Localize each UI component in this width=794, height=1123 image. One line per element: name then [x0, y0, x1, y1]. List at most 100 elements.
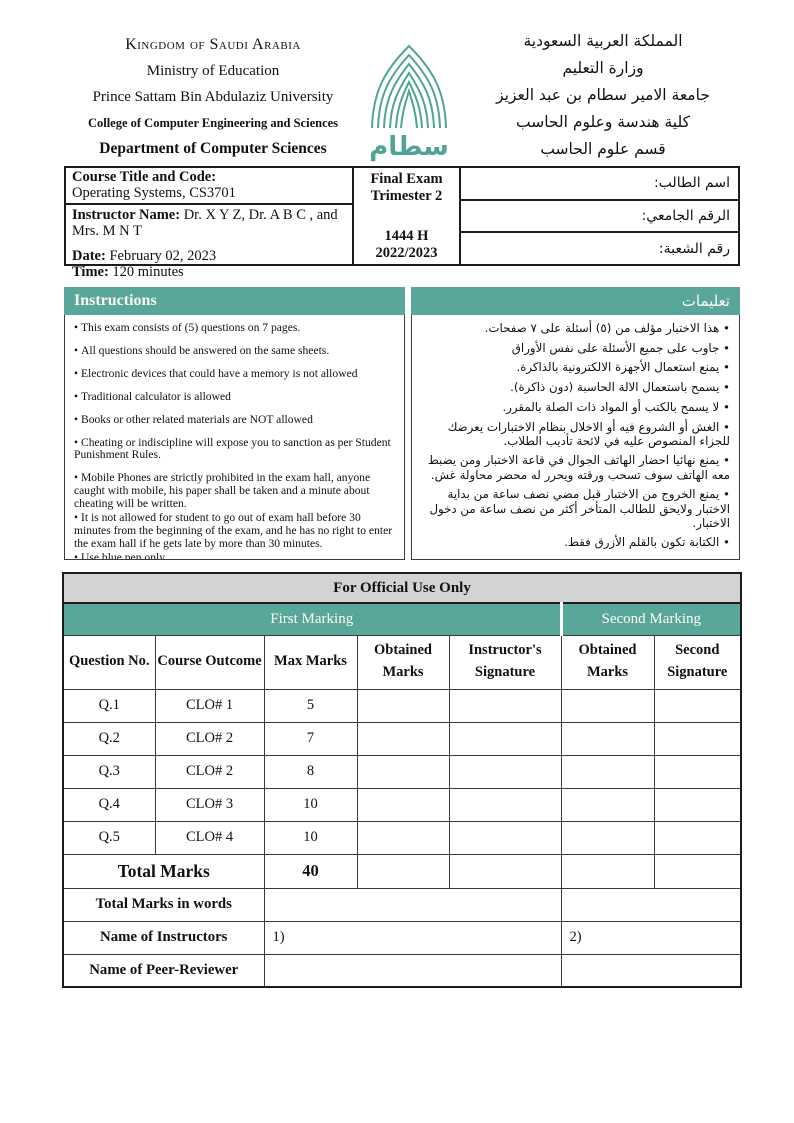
- date-value: February 02, 2023: [105, 248, 217, 264]
- second-obtained-marks-cell[interactable]: [560, 754, 655, 789]
- exam-trimester: Trimester 2: [370, 188, 443, 204]
- instructor-signature-cell[interactable]: [448, 820, 562, 855]
- instructions-list-ar: هذا الاختبار مؤلف من (٥) أسئلة على ٧ صفح…: [421, 321, 730, 550]
- college-line-ar: كلية هندسة وعلوم الحاسب: [516, 113, 690, 131]
- total-words-label: Total Marks in words: [62, 887, 265, 922]
- instruction-item-en: Use blue pen only: [74, 551, 395, 559]
- college-line-en: College of Computer Engineering and Scie…: [87, 116, 339, 130]
- total-marks-label: Total Marks: [62, 853, 265, 889]
- peer-reviewer-second-cell[interactable]: [560, 953, 742, 988]
- col-header-obtained2: Obtained Marks: [560, 634, 655, 690]
- max-marks: 10: [263, 787, 358, 822]
- official-use-table: For Official Use Only First Marking Seco…: [62, 572, 743, 988]
- instructor-signature-cell[interactable]: [448, 754, 562, 789]
- course-title-label: Course Title and Code:: [72, 169, 217, 185]
- official-title-row: For Official Use Only: [62, 572, 742, 604]
- question-no: Q.5: [62, 820, 156, 855]
- obtained-marks-cell[interactable]: [356, 721, 450, 756]
- instructor-signature-cell[interactable]: [448, 787, 562, 822]
- instructor-signature-cell[interactable]: [448, 688, 562, 723]
- course-title-cell: Course Title and Code: Operating Systems…: [66, 168, 352, 205]
- ministry-line-en: Ministry of Education: [146, 63, 280, 79]
- ministry-line-ar: وزارة التعليم: [562, 59, 644, 77]
- obtained-marks-cell[interactable]: [356, 787, 450, 822]
- instruction-item-ar: هذا الاختبار مؤلف من (٥) أسئلة على ٧ صفح…: [421, 321, 730, 335]
- instruction-item-en: This exam consists of (5) questions on 7…: [74, 321, 395, 335]
- logo-calligraphy-text: سطام: [369, 132, 449, 162]
- course-outcome: CLO# 2: [154, 754, 265, 789]
- exam-type-cell: Final Exam Trimester 2 1444 H 2022/2023: [354, 168, 461, 264]
- instructor1-cell[interactable]: 1): [263, 920, 562, 955]
- max-marks: 8: [263, 754, 358, 789]
- course-outcome: CLO# 3: [154, 787, 265, 822]
- university-logo-icon: سطام: [369, 44, 449, 162]
- instruction-item-ar: الغش أو الشروع فيه أو الاخلال بنظام الاخ…: [421, 420, 730, 448]
- official-title: For Official Use Only: [62, 572, 742, 604]
- university-line-ar: جامعة الامير سطام بن عبد العزيز: [496, 86, 710, 104]
- student-name-field[interactable]: اسم الطالب:: [461, 168, 738, 201]
- department-line-en: Department of Computer Sciences: [99, 140, 327, 157]
- exam-hijri-year: 1444 H: [384, 228, 429, 244]
- course-info-table: Course Title and Code: Operating Systems…: [64, 166, 740, 280]
- instructor-signature-cell[interactable]: [448, 853, 562, 889]
- table-row-q3: Q.3 CLO# 2 8: [62, 754, 742, 789]
- second-obtained-marks-cell[interactable]: [560, 853, 655, 889]
- instruction-item-ar: جاوب على جميع الأسئلة على نفس الأوراق: [421, 341, 730, 355]
- table-row-q1: Q.1 CLO# 1 5: [62, 688, 742, 723]
- marking-row: First Marking Second Marking: [62, 602, 742, 636]
- second-marking-header: Second Marking: [559, 602, 742, 636]
- exam-name: Final Exam: [370, 171, 443, 187]
- obtained-marks-cell[interactable]: [356, 853, 450, 889]
- max-marks: 7: [263, 721, 358, 756]
- second-obtained-marks-cell[interactable]: [560, 721, 655, 756]
- instruction-item-en: Traditional calculator is allowed: [74, 390, 395, 404]
- max-marks: 5: [263, 688, 358, 723]
- total-words-second-cell[interactable]: [560, 887, 742, 922]
- instructor-signature-cell[interactable]: [448, 721, 562, 756]
- second-obtained-marks-cell[interactable]: [560, 820, 655, 855]
- instruction-item-ar: يمنع الخروج من الاختبار قبل مضي نصف ساعة…: [421, 487, 730, 530]
- instruction-item-ar: الكتابة تكون بالقلم الأزرق فقط.: [421, 535, 730, 549]
- max-marks: 10: [263, 820, 358, 855]
- instruction-item-ar: يمنع نهائيا احضار الهاتف الجوال في قاعة …: [421, 453, 730, 481]
- instruction-item-en: It is not allowed for student to go out …: [74, 511, 395, 551]
- instructor-label: Instructor Name:: [72, 207, 181, 223]
- peer-reviewer-row: Name of Peer-Reviewer: [62, 953, 742, 988]
- second-signature-cell[interactable]: [653, 853, 742, 889]
- section-number-label: رقم الشعبة:: [658, 240, 730, 257]
- question-no: Q.2: [62, 721, 156, 756]
- course-details-cell: Instructor Name: Dr. X Y Z, Dr. A B C , …: [66, 205, 352, 282]
- second-signature-cell[interactable]: [653, 820, 742, 855]
- section-number-field[interactable]: رقم الشعبة:: [461, 233, 738, 264]
- question-no: Q.1: [62, 688, 156, 723]
- second-signature-cell[interactable]: [653, 787, 742, 822]
- obtained-marks-cell[interactable]: [356, 754, 450, 789]
- second-signature-cell[interactable]: [653, 721, 742, 756]
- instructors-row: Name of Instructors 1) 2): [62, 920, 742, 955]
- date-label: Date:: [72, 248, 106, 264]
- instructions-box-english: Instructions This exam consists of (5) q…: [64, 287, 405, 560]
- second-signature-cell[interactable]: [653, 688, 742, 723]
- question-no: Q.3: [62, 754, 156, 789]
- instructions-box-arabic: تعليمات هذا الاختبار مؤلف من (٥) أسئلة ع…: [411, 287, 740, 560]
- obtained-marks-cell[interactable]: [356, 688, 450, 723]
- second-signature-cell[interactable]: [653, 754, 742, 789]
- total-words-row: Total Marks in words: [62, 887, 742, 922]
- instructions-list-en: This exam consists of (5) questions on 7…: [74, 321, 395, 559]
- total-words-cell[interactable]: [263, 887, 562, 922]
- question-no: Q.4: [62, 787, 156, 822]
- course-outcome: CLO# 4: [154, 820, 265, 855]
- date-line: Date: February 02, 2023: [72, 248, 346, 264]
- peer-reviewer-cell[interactable]: [263, 953, 562, 988]
- department-line-ar: قسم علوم الحاسب: [540, 140, 666, 158]
- second-obtained-marks-cell[interactable]: [560, 688, 655, 723]
- obtained-marks-cell[interactable]: [356, 820, 450, 855]
- instruction-item-en: Electronic devices that could have a mem…: [74, 367, 395, 381]
- student-id-label: الرقم الجامعي:: [641, 208, 730, 224]
- second-obtained-marks-cell[interactable]: [560, 787, 655, 822]
- student-id-field[interactable]: الرقم الجامعي:: [461, 201, 738, 234]
- column-header-row: Question No. Course Outcome Max Marks Ob…: [62, 634, 742, 690]
- student-name-label: اسم الطالب:: [653, 175, 730, 192]
- time-label: Time:: [72, 264, 109, 280]
- instructor2-cell[interactable]: 2): [560, 920, 742, 955]
